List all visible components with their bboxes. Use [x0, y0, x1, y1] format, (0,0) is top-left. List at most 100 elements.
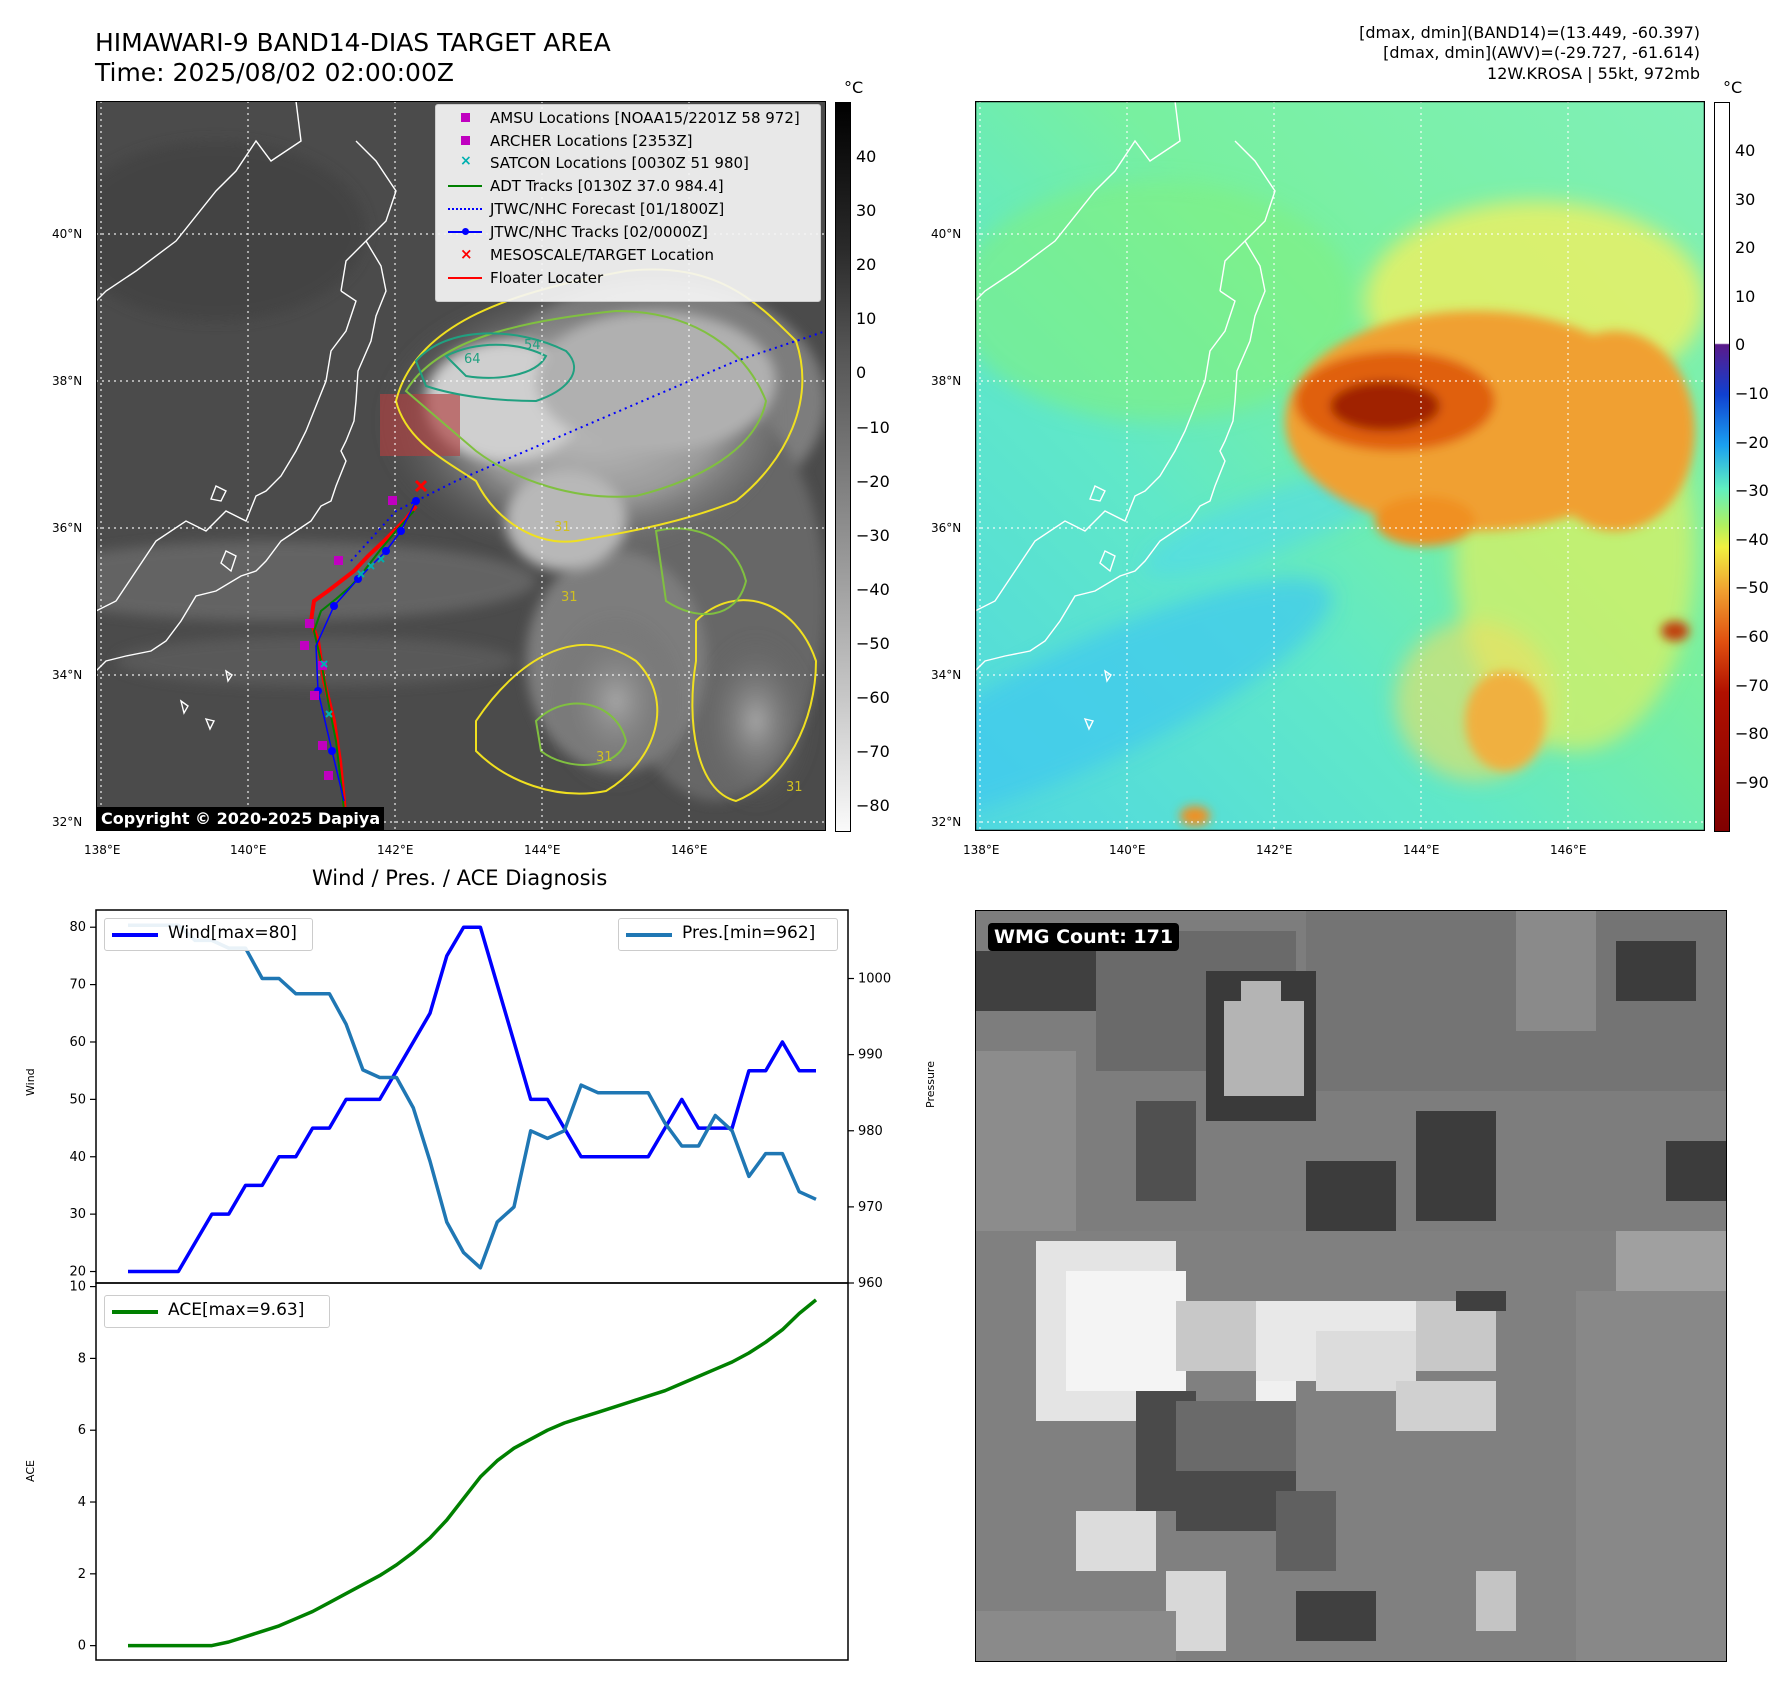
- wind-axis-label: Wind: [24, 1068, 37, 1096]
- legend-item-target: × MESOSCALE/TARGET Location: [460, 245, 715, 264]
- info-band14-range: [dmax, dmin](BAND14)=(13.449, -60.397): [1359, 23, 1700, 42]
- legend-item-satcon: × SATCON Locations [0030Z 51 980]: [460, 153, 749, 172]
- awv-colorbar-tick: 20: [1735, 238, 1756, 258]
- ir-colorbar-tick: 30: [856, 201, 877, 221]
- coast-hokkaido: [95, 100, 302, 302]
- wind-axis-tick-label: 40: [69, 1150, 86, 1165]
- awv-colorbar-tick: −90: [1735, 772, 1769, 792]
- legend-item-forecast: JTWC/NHC Forecast [01/1800Z]: [444, 199, 724, 219]
- awv-colorbar-tick: −20: [1735, 432, 1769, 452]
- ace-axis-tick-label: 2: [78, 1567, 86, 1582]
- lon-label-138: 138°E: [84, 843, 121, 857]
- contour-label-54: 54: [524, 338, 541, 353]
- awv-colorbar-tick: −70: [1735, 675, 1769, 695]
- figure-time: Time: 2025/08/02 02:00:00Z: [95, 58, 454, 87]
- wmg-count-badge: WMG Count: 171: [988, 923, 1180, 951]
- lon-label-146: 146°E: [671, 843, 708, 857]
- pressure-axis-tick-label: 1000: [858, 972, 891, 987]
- pressure-axis-tick-label: 960: [858, 1276, 883, 1291]
- ace-axis-tick-label: 8: [78, 1351, 86, 1366]
- lon-label-140: 140°E: [230, 843, 267, 857]
- ace-line: [128, 1298, 818, 1648]
- wmg-panel: WMG Count: 171: [975, 910, 1727, 1662]
- contour-label-31c: 31: [596, 750, 613, 765]
- coast-honshu-west: [95, 290, 357, 612]
- awv-lon-label-144: 144°E: [1403, 843, 1440, 857]
- lat-label-32: 32°N: [52, 815, 83, 829]
- lon-label-142: 142°E: [377, 843, 414, 857]
- awv-map-panel: [857, 100, 1706, 832]
- lat-label-36: 36°N: [52, 521, 83, 535]
- ir-colorbar-unit: °C: [844, 78, 864, 97]
- wmg-image: [976, 911, 1726, 1661]
- awv-lat-label-34: 34°N: [931, 668, 962, 682]
- awv-colorbar-tick: 40: [1735, 141, 1756, 160]
- info-awv-range: [dmax, dmin](AWV)=(-29.727, -61.614): [1383, 43, 1700, 62]
- ir-colorbar-tick: −60: [856, 688, 890, 707]
- ir-map: 64 54 31 31 31 31: [16, 100, 827, 832]
- copyright-label: Copyright © 2020-2025 Dapiya: [97, 807, 385, 830]
- awv-colorbar-tick: −50: [1735, 578, 1769, 598]
- legend-item-amsu: AMSU Locations [NOAA15/2201Z 58 972]: [444, 108, 800, 128]
- ace-legend: ACE[max=9.63]: [104, 1295, 330, 1328]
- ace-axis-tick-label: 0: [78, 1639, 86, 1654]
- awv-colorbar-tick: −60: [1735, 627, 1769, 646]
- awv-lon-label-138: 138°E: [963, 843, 1000, 857]
- awv-lat-label-36: 36°N: [931, 521, 962, 535]
- contour-label-31b: 31: [561, 590, 578, 605]
- awv-colorbar-tick: 30: [1735, 189, 1756, 209]
- awv-colorbar: [1714, 102, 1730, 832]
- contour-label-31a: 31: [554, 520, 571, 535]
- awv-lat-label-40: 40°N: [931, 227, 962, 241]
- pressure-axis-tick-label: 980: [858, 1124, 883, 1139]
- ir-colorbar-tick: −30: [856, 525, 890, 545]
- awv-lon-label-142: 142°E: [1256, 843, 1293, 857]
- ace-plot-frame: [95, 1282, 849, 1661]
- wind-axis-tick-label: 80: [69, 920, 86, 935]
- awv-colorbar-tick: 10: [1735, 286, 1756, 306]
- wind-axis-tick-label: 70: [69, 978, 86, 993]
- diagnosis-title: Wind / Pres. / ACE Diagnosis: [312, 866, 608, 890]
- lat-label-38: 38°N: [52, 374, 83, 388]
- awv-map: [857, 100, 1706, 832]
- awv-colorbar-tick: 0: [1735, 335, 1746, 355]
- pressure-axis-tick-label: 970: [858, 1200, 883, 1215]
- coast-honshu-east: [95, 240, 387, 672]
- ace-axis-tick-label: 6: [78, 1423, 86, 1438]
- lat-label-40: 40°N: [52, 227, 83, 241]
- lon-label-144: 144°E: [524, 843, 561, 857]
- wind-plot-frame: [95, 909, 849, 1284]
- awv-colorbar-tick: −10: [1735, 384, 1769, 403]
- wind-axis-tick-label: 60: [69, 1035, 86, 1050]
- awv-colorbar-unit: °C: [1723, 78, 1743, 97]
- ir-colorbar-tick: −10: [856, 417, 890, 437]
- pressure-legend: Pres.[min=962]: [618, 918, 838, 951]
- wind-legend: Wind[max=80]: [104, 918, 313, 951]
- ir-colorbar-tick: 0: [856, 363, 867, 383]
- ir-colorbar-tick: 40: [856, 147, 877, 166]
- awv-colorbar-tick: −40: [1735, 529, 1769, 549]
- wind-line: [128, 925, 816, 1274]
- legend-item-archer: ARCHER Locations [2353Z]: [444, 131, 693, 151]
- map-legend: AMSU Locations [NOAA15/2201Z 58 972] ARC…: [435, 104, 821, 302]
- pressure-axis-tick-label: 990: [858, 1048, 883, 1063]
- ir-colorbar-tick: 10: [856, 309, 877, 329]
- figure-title: HIMAWARI-9 BAND14-DIAS TARGET AREA: [95, 28, 611, 57]
- contour-label-31d: 31: [786, 780, 803, 795]
- wind-axis-tick-label: 20: [69, 1265, 86, 1280]
- ir-colorbar-tick: −40: [856, 579, 890, 599]
- ir-colorbar-tick: 20: [856, 255, 877, 275]
- ir-colorbar-tick: −80: [856, 796, 890, 816]
- awv-lon-label-140: 140°E: [1109, 843, 1146, 857]
- awv-lon-label-146: 146°E: [1550, 843, 1587, 857]
- awv-colorbar-tick: −30: [1735, 481, 1769, 501]
- contour-label-64: 64: [464, 352, 481, 367]
- wind-axis-tick-label: 50: [69, 1092, 86, 1107]
- ir-map-frame: [96, 101, 826, 831]
- ir-colorbar: [835, 102, 851, 832]
- info-storm: 12W.KROSA | 55kt, 972mb: [1487, 64, 1700, 83]
- awv-colorbar-tick: −80: [1735, 724, 1769, 744]
- ace-axis-tick-label: 10: [69, 1280, 86, 1295]
- pressure-line: [128, 923, 817, 1270]
- awv-lat-label-32: 32°N: [931, 815, 962, 829]
